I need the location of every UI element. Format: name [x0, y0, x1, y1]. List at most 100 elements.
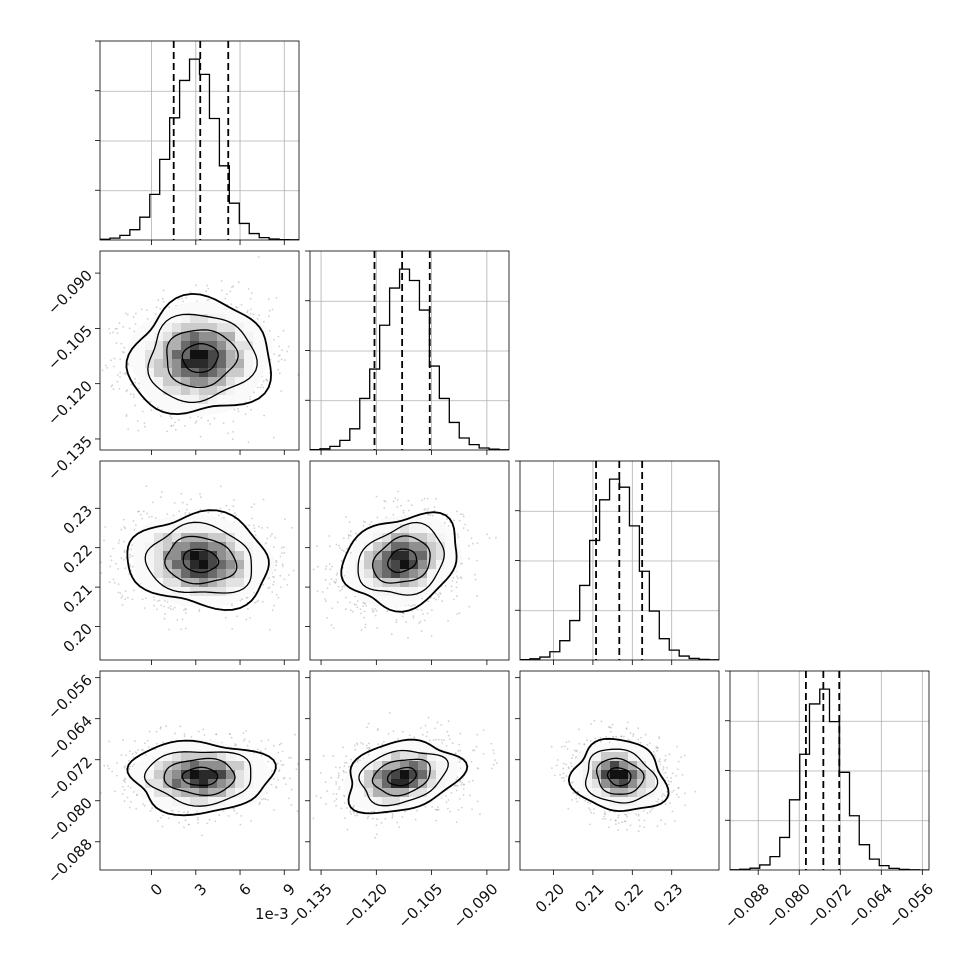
- sample-point: [116, 327, 118, 330]
- density-cell: [400, 551, 409, 560]
- density-cell: [226, 359, 235, 368]
- sample-point: [447, 807, 449, 810]
- density-cell: [172, 350, 181, 359]
- sample-point: [232, 420, 235, 423]
- sample-point: [196, 811, 199, 813]
- sample-point: [246, 744, 249, 747]
- sample-point: [311, 574, 313, 576]
- sample-point: [467, 529, 469, 532]
- density-cell: [226, 761, 235, 770]
- density-cell: [163, 377, 172, 386]
- sample-point: [413, 736, 416, 739]
- sample-point: [257, 256, 260, 258]
- density-cell: [208, 587, 217, 596]
- density-cell: [199, 569, 208, 578]
- sample-point: [205, 290, 208, 293]
- sample-point: [401, 730, 404, 733]
- sample-point: [260, 740, 263, 742]
- sample-point: [446, 518, 448, 521]
- sample-point: [181, 297, 183, 300]
- density-cell: [364, 569, 373, 578]
- sample-point: [262, 583, 265, 586]
- density-cell: [163, 779, 172, 788]
- sample-point: [455, 753, 457, 755]
- sample-point: [353, 812, 355, 814]
- sample-point: [267, 799, 269, 801]
- density-cell: [172, 752, 181, 761]
- sample-point: [133, 589, 135, 592]
- sample-point: [468, 781, 470, 783]
- sample-point: [250, 292, 253, 294]
- sample-point: [169, 415, 172, 417]
- sample-point: [474, 573, 476, 576]
- sample-point: [167, 606, 170, 609]
- density-cell: [244, 551, 253, 560]
- density-cell: [154, 542, 163, 551]
- sample-point: [125, 414, 128, 416]
- contour-0: [182, 548, 220, 574]
- density-cell: [436, 533, 445, 542]
- sample-point: [248, 524, 251, 527]
- sample-point: [272, 546, 275, 548]
- density-cell: [208, 314, 217, 323]
- sample-point: [244, 413, 247, 416]
- sample-point: [447, 734, 450, 737]
- sample-point: [570, 762, 572, 765]
- sample-point: [372, 610, 375, 612]
- sample-point: [456, 510, 458, 513]
- sample-point: [492, 752, 495, 755]
- sample-point: [570, 757, 573, 759]
- sample-point: [366, 726, 368, 728]
- sample-point: [279, 574, 282, 577]
- density-cell: [163, 332, 172, 341]
- sample-point: [338, 766, 341, 769]
- contour-2: [144, 521, 253, 594]
- sample-point: [170, 425, 173, 427]
- sample-point: [391, 816, 394, 819]
- density-cell: [208, 386, 217, 395]
- sample-point: [603, 812, 606, 815]
- sample-point: [488, 537, 491, 540]
- density-cell: [208, 770, 217, 779]
- sample-point: [455, 581, 458, 584]
- sample-point: [273, 778, 275, 780]
- sample-point: [349, 609, 352, 612]
- sample-point: [123, 788, 126, 791]
- sample-point: [652, 750, 655, 753]
- sample-point: [476, 542, 479, 544]
- sample-point: [450, 792, 453, 794]
- sample-point: [232, 505, 235, 508]
- sample-point: [232, 285, 235, 288]
- sample-point: [116, 774, 118, 777]
- density-cell: [364, 761, 373, 770]
- density-cell: [217, 569, 226, 578]
- sample-point: [277, 335, 280, 338]
- sample-point: [437, 738, 440, 741]
- sample-point: [450, 585, 453, 588]
- density-cell: [355, 560, 364, 569]
- sample-point: [383, 499, 386, 502]
- sample-point: [668, 753, 671, 756]
- density-cell: [217, 761, 226, 770]
- density-cell: [409, 578, 418, 587]
- sample-point: [353, 603, 356, 605]
- density-cell: [199, 323, 208, 332]
- sample-point: [270, 783, 273, 786]
- sample-point: [177, 419, 180, 421]
- sample-point: [368, 523, 371, 526]
- sample-point: [375, 610, 378, 612]
- sample-point: [82, 784, 84, 786]
- sample-point: [322, 779, 324, 781]
- sample-point: [100, 561, 102, 564]
- sample-point: [148, 730, 151, 733]
- sample-point: [341, 549, 343, 551]
- sample-point: [374, 614, 377, 617]
- sample-point: [401, 816, 404, 818]
- density-cell: [208, 332, 217, 341]
- sample-point: [451, 580, 454, 582]
- sample-point: [658, 737, 660, 740]
- sample-point: [339, 547, 341, 550]
- sample-point: [308, 789, 310, 791]
- sample-point: [492, 749, 495, 752]
- density-cell: [391, 533, 400, 542]
